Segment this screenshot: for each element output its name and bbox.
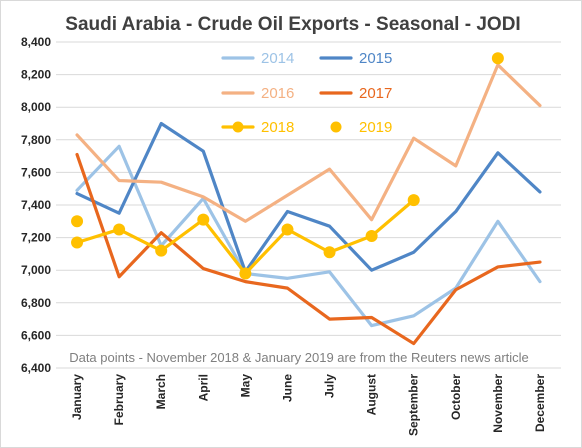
- x-tick-label: August: [365, 374, 379, 415]
- series-2018-point: [365, 229, 378, 242]
- legend-marker-2018: [232, 121, 244, 133]
- legend-label-2018: 2018: [261, 119, 294, 136]
- legend: 2014 2015 2016 2017 2018 2019: [221, 50, 392, 136]
- y-tick-label: 7,400: [21, 198, 51, 212]
- series-2018-point: [281, 223, 294, 236]
- x-tick-label: July: [323, 374, 337, 398]
- x-tick-label: March: [154, 374, 168, 409]
- series-2018-point: [239, 267, 252, 280]
- series-2018-point: [407, 194, 420, 207]
- x-axis-ticks: January February March April May June July Augu…: [70, 374, 547, 436]
- legend-label-2014: 2014: [261, 50, 294, 67]
- y-tick-label: 6,400: [21, 361, 51, 375]
- y-tick-label: 8,400: [21, 35, 51, 49]
- x-tick-label: February: [112, 374, 126, 426]
- y-tick-label: 7,200: [21, 231, 51, 245]
- y-tick-label: 6,800: [21, 296, 51, 310]
- x-tick-label: April: [196, 374, 210, 401]
- y-tick-label: 8,200: [21, 68, 51, 82]
- series-layer: [71, 52, 542, 346]
- y-tick-label: 6,600: [21, 328, 51, 342]
- x-tick-label: December: [533, 374, 547, 432]
- y-tick-label: 8,000: [21, 100, 51, 114]
- legend-label-2016: 2016: [261, 85, 294, 102]
- series-2018-point: [113, 223, 126, 236]
- y-axis-ticks: 6,400 6,600 6,800 7,000 7,200 7,400 7,600 7,800…: [21, 35, 51, 375]
- grid-lines: [56, 41, 561, 369]
- y-tick-label: 7,800: [21, 133, 51, 147]
- x-tick-label: November: [491, 374, 505, 433]
- series-2018-point: [155, 244, 168, 257]
- x-tick-label: May: [238, 374, 252, 398]
- x-tick-label: June: [280, 374, 294, 402]
- series-2019-point: [71, 215, 84, 228]
- legend-label-2015: 2015: [359, 50, 392, 67]
- series-2014-line: [75, 144, 542, 328]
- series-2016-line: [75, 63, 542, 223]
- legend-marker-2019: [330, 121, 342, 133]
- series-2018-point: [71, 236, 84, 249]
- series-2018-point: [197, 213, 210, 226]
- x-tick-label: September: [407, 374, 421, 436]
- series-2015-line: [75, 121, 542, 274]
- series-2018-point: [323, 246, 336, 259]
- legend-label-2017: 2017: [359, 85, 392, 102]
- x-tick-label: January: [70, 374, 84, 420]
- chart-title: Saudi Arabia - Crude Oil Exports - Seaso…: [65, 14, 520, 35]
- legend-label-2019: 2019: [359, 119, 392, 136]
- y-tick-label: 7,000: [21, 263, 51, 277]
- chart-annotation: Data points - November 2018 & January 20…: [69, 350, 529, 365]
- series-2017-line: [75, 152, 542, 346]
- series-2018-point: [491, 52, 504, 65]
- y-tick-label: 7,600: [21, 165, 51, 179]
- x-tick-label: October: [449, 374, 463, 420]
